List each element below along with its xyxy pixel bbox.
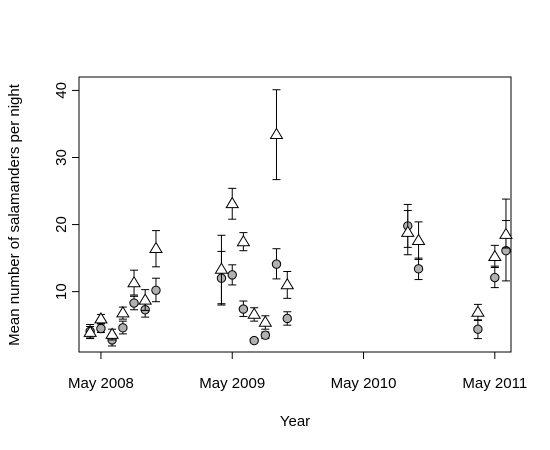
y-axis: 10 20 30 40 [53,82,79,300]
circle-point [118,323,128,333]
triangle-point [280,277,295,290]
y-tick-label: 20 [53,216,70,233]
triangle-point [247,307,262,319]
triangle-point [83,325,98,337]
y-tick-label: 30 [53,149,70,166]
x-axis: May 2008 May 2009 May 2010 May 2011 [68,352,527,392]
triangle-point [236,234,251,247]
triangle-point [214,262,229,274]
triangle-point [400,225,415,237]
x-tick-label: May 2011 [462,375,527,392]
triangle-point [471,305,485,317]
series-circle [85,203,511,347]
triangle-point [105,327,119,339]
series-triangle [83,89,513,341]
triangle-point [94,311,108,324]
circle-point [282,313,292,324]
triangle-point [138,293,153,305]
circle-point [271,259,282,269]
circle-point [413,264,424,274]
x-tick-label: May 2008 [68,375,134,392]
circle-point [227,270,237,280]
x-tick-label: May 2009 [199,375,265,392]
triangle-point [225,196,240,209]
triangle-point [149,241,163,254]
triangle-point [269,127,284,139]
triangle-point [116,305,130,318]
x-tick-label: May 2010 [331,375,397,392]
triangle-point [258,315,273,327]
circle-point [473,324,483,334]
triangle-point [411,233,426,245]
x-axis-label: Year [280,413,310,430]
y-tick-label: 10 [53,283,70,300]
triangle-point [499,227,513,239]
circle-point [249,335,259,346]
y-tick-label: 40 [53,82,70,99]
circle-point [260,330,271,340]
circle-point [151,285,161,295]
triangle-point [127,275,141,288]
triangle-point [487,249,502,262]
circle-point [129,298,139,308]
circle-point [96,323,106,334]
data-points [83,89,513,347]
plot-frame [78,76,512,353]
y-axis-label: Mean number of salamanders per night [6,83,23,346]
circle-point [490,272,500,283]
circle-point [238,304,249,314]
